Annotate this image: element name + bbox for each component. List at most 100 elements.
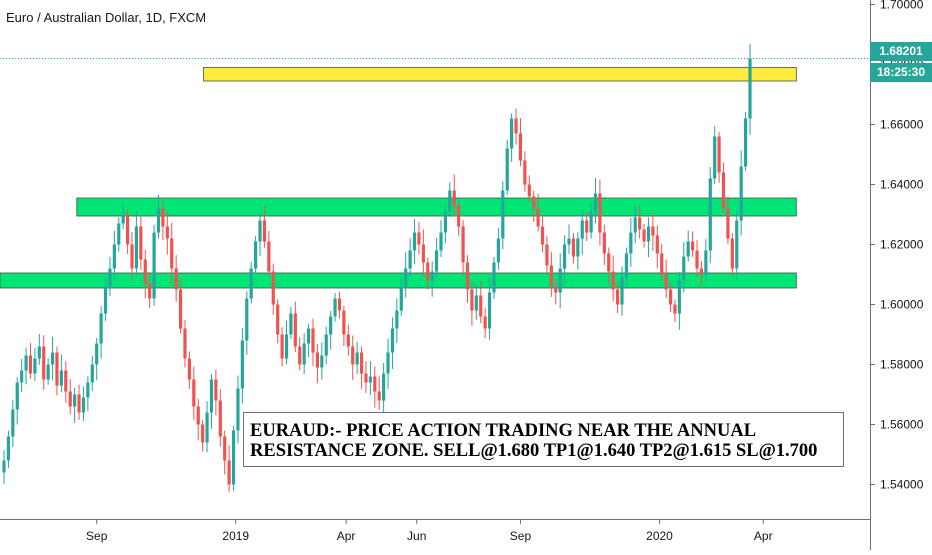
- candle-body: [95, 343, 99, 365]
- candle-body: [315, 352, 320, 368]
- candle-body: [492, 262, 496, 293]
- candle-body: [735, 220, 739, 269]
- candle-body: [99, 313, 103, 344]
- candle-body: [430, 271, 434, 281]
- candle-body: [382, 373, 386, 401]
- candle-body: [342, 310, 346, 335]
- candle-body: [580, 220, 584, 239]
- candle-body: [148, 283, 152, 299]
- candle-body: [633, 217, 637, 233]
- candle-body: [249, 268, 253, 299]
- zone-green-upper[interactable]: [76, 197, 797, 217]
- x-tick-label: Sep: [86, 529, 108, 543]
- candle-body: [50, 352, 55, 365]
- candle-body: [677, 280, 681, 314]
- candle-body: [602, 232, 606, 254]
- candle-body: [664, 274, 668, 290]
- candle-body: [134, 226, 139, 269]
- candle-body: [240, 340, 244, 389]
- candle-body: [479, 295, 483, 317]
- candle-body: [117, 223, 121, 245]
- candle-body: [364, 373, 368, 383]
- candle-body: [218, 400, 222, 437]
- x-axis-ticks: Sep 2019 Apr Jun Sep 2020 Apr: [86, 519, 773, 543]
- candle-body: [717, 136, 721, 173]
- candle-body: [743, 118, 748, 167]
- y-tick-label: 1.70000: [880, 0, 924, 12]
- candle-body: [351, 346, 355, 365]
- candle-body: [404, 268, 408, 287]
- candle-body: [426, 262, 430, 281]
- annotation-text-box[interactable]: EURAUD:- PRICE ACTION TRADING NEAR THE A…: [243, 412, 844, 467]
- candle-body: [178, 289, 183, 329]
- candle-body: [20, 370, 24, 383]
- candle-body: [713, 136, 717, 179]
- candle-body: [510, 118, 514, 149]
- candle-body: [245, 298, 249, 341]
- candle-body: [59, 370, 63, 386]
- candle-body: [673, 304, 677, 314]
- candle-body: [501, 190, 505, 239]
- resistance-zone-yellow[interactable]: [203, 67, 797, 82]
- candle-body: [6, 436, 11, 461]
- candle-body: [695, 250, 699, 269]
- candle-body: [748, 58, 752, 119]
- candle-body: [73, 394, 77, 407]
- candle-body: [130, 244, 134, 269]
- candle-body: [86, 382, 90, 398]
- candle-body: [660, 253, 664, 275]
- candle-body: [209, 379, 214, 413]
- candle-body: [139, 226, 143, 260]
- candle-body: [563, 244, 567, 269]
- candle-body: [593, 193, 598, 212]
- candle-body: [726, 208, 730, 239]
- candle-body: [457, 205, 461, 227]
- candle-body: [638, 217, 642, 230]
- candle-body: [523, 160, 527, 185]
- candle-body: [359, 352, 364, 374]
- zone-green-lower[interactable]: [0, 272, 797, 289]
- candle-body: [81, 397, 86, 413]
- candle-body: [121, 214, 125, 224]
- candle-body: [576, 238, 580, 257]
- candle-body: [183, 328, 187, 359]
- candle-body: [655, 235, 659, 254]
- candle-body: [329, 316, 333, 335]
- x-tick-label: Apr: [754, 529, 773, 543]
- candle-body: [443, 211, 448, 233]
- candle-body: [567, 238, 571, 245]
- candle-body: [514, 118, 518, 134]
- candle-body: [276, 304, 280, 335]
- candle-body: [333, 298, 337, 317]
- candle-body: [112, 244, 116, 269]
- candle-body: [421, 244, 425, 263]
- candle-body: [298, 346, 302, 365]
- y-axis-ticks: 1.700001.680001.660001.640001.620001.600…: [870, 0, 924, 492]
- annotation-line-2: RESISTANCE ZONE. SELL@1.680 TP1@1.640 TP…: [250, 441, 818, 461]
- annotation-line-1: EURAUD:- PRICE ACTION TRADING NEAR THE A…: [250, 421, 757, 441]
- candle-body: [651, 226, 655, 236]
- candle-body: [170, 238, 174, 269]
- candle-body: [201, 424, 205, 443]
- candle-body: [708, 178, 712, 251]
- candle-body: [549, 265, 553, 287]
- candle-body: [439, 232, 443, 251]
- x-tick-label: Apr: [337, 529, 356, 543]
- candle-body: [46, 364, 50, 380]
- candle-body: [585, 220, 589, 233]
- candle-body: [461, 226, 465, 263]
- candle-body: [267, 241, 271, 272]
- candle-body: [192, 379, 196, 407]
- candle-body: [571, 238, 576, 257]
- candle-body: [231, 430, 236, 485]
- candle-body: [536, 208, 540, 227]
- candle-body: [686, 241, 690, 257]
- candle-body: [448, 190, 452, 212]
- y-tick-label: 1.66000: [880, 118, 924, 132]
- candle-body: [306, 328, 311, 344]
- candle-body: [174, 268, 178, 290]
- candle-body: [395, 310, 399, 329]
- candle-body: [704, 250, 708, 275]
